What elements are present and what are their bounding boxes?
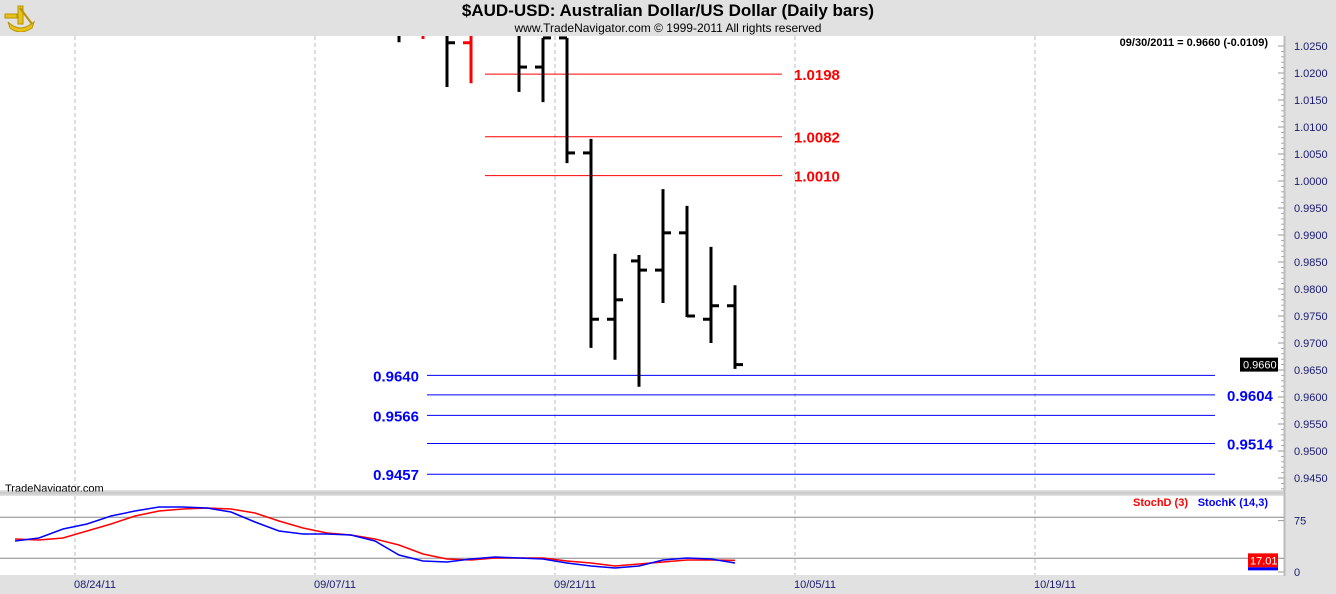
price-tick-label: 0.9450 xyxy=(1294,473,1328,485)
price-tick-label: 1.0250 xyxy=(1294,41,1328,53)
price-tick-label: 0.9750 xyxy=(1294,311,1328,323)
price-tick-label: 1.0100 xyxy=(1294,122,1328,134)
price-bars xyxy=(397,36,743,387)
date-tick-label: 09/21/11 xyxy=(554,579,596,591)
stoch-last-label: 17.01 xyxy=(1250,555,1278,567)
price-panel xyxy=(0,36,1284,490)
level-label: 1.0010 xyxy=(794,169,840,186)
price-tick-label: 1.0200 xyxy=(1294,68,1328,80)
stoch-tick-label: 75 xyxy=(1294,516,1306,528)
stoch-line-d xyxy=(14,507,736,567)
level-label: 0.9604 xyxy=(1227,388,1274,405)
price-tick-label: 0.9500 xyxy=(1294,446,1328,458)
copyright-subtitle: www.TradeNavigator.com © 1999-2011 All r… xyxy=(514,21,822,35)
price-tick-label: 0.9550 xyxy=(1294,419,1328,431)
sextant-logo xyxy=(2,2,38,37)
level-label: 0.9514 xyxy=(1227,436,1274,453)
level-label: 1.0082 xyxy=(794,130,840,147)
date-tick-label: 10/05/11 xyxy=(794,579,836,591)
price-tick-label: 0.9700 xyxy=(1294,338,1328,350)
price-tick-label: 1.0050 xyxy=(1294,149,1328,161)
level-label: 0.9566 xyxy=(373,408,419,425)
stoch-last-box xyxy=(1248,553,1278,568)
legend-stochk: StochK (14,3) xyxy=(1198,497,1269,509)
last-readout: 09/30/2011 = 0.9660 (-0.0109) xyxy=(1120,37,1269,49)
price-tick-label: 0.9950 xyxy=(1294,203,1328,215)
level-label: 0.9457 xyxy=(373,467,419,484)
price-tick-label: 0.9600 xyxy=(1294,392,1328,404)
level-label: 0.9640 xyxy=(373,368,419,385)
price-tick-label: 0.9900 xyxy=(1294,230,1328,242)
stoch-tick-label: 0 xyxy=(1294,567,1300,579)
chart-title: $AUD-USD: Australian Dollar/US Dollar (D… xyxy=(461,1,875,20)
price-tick-label: 0.9850 xyxy=(1294,257,1328,269)
last-price-label: 0.9660 xyxy=(1243,360,1277,372)
date-tick-label: 08/24/11 xyxy=(74,579,116,591)
last-price-box xyxy=(1240,357,1278,372)
stoch-line-k xyxy=(14,506,736,569)
price-tick-label: 1.0000 xyxy=(1294,176,1328,188)
date-tick-label: 09/07/11 xyxy=(314,579,356,591)
stoch-k-last-marker xyxy=(1248,567,1278,571)
legend-stochd: StochD (3) xyxy=(1133,497,1188,509)
price-tick-label: 0.9650 xyxy=(1294,365,1328,377)
date-tick-label: 10/19/11 xyxy=(1034,579,1076,591)
level-label: 1.0198 xyxy=(794,67,840,84)
price-tick-label: 0.9800 xyxy=(1294,284,1328,296)
price-tick-label: 1.0150 xyxy=(1294,95,1328,107)
